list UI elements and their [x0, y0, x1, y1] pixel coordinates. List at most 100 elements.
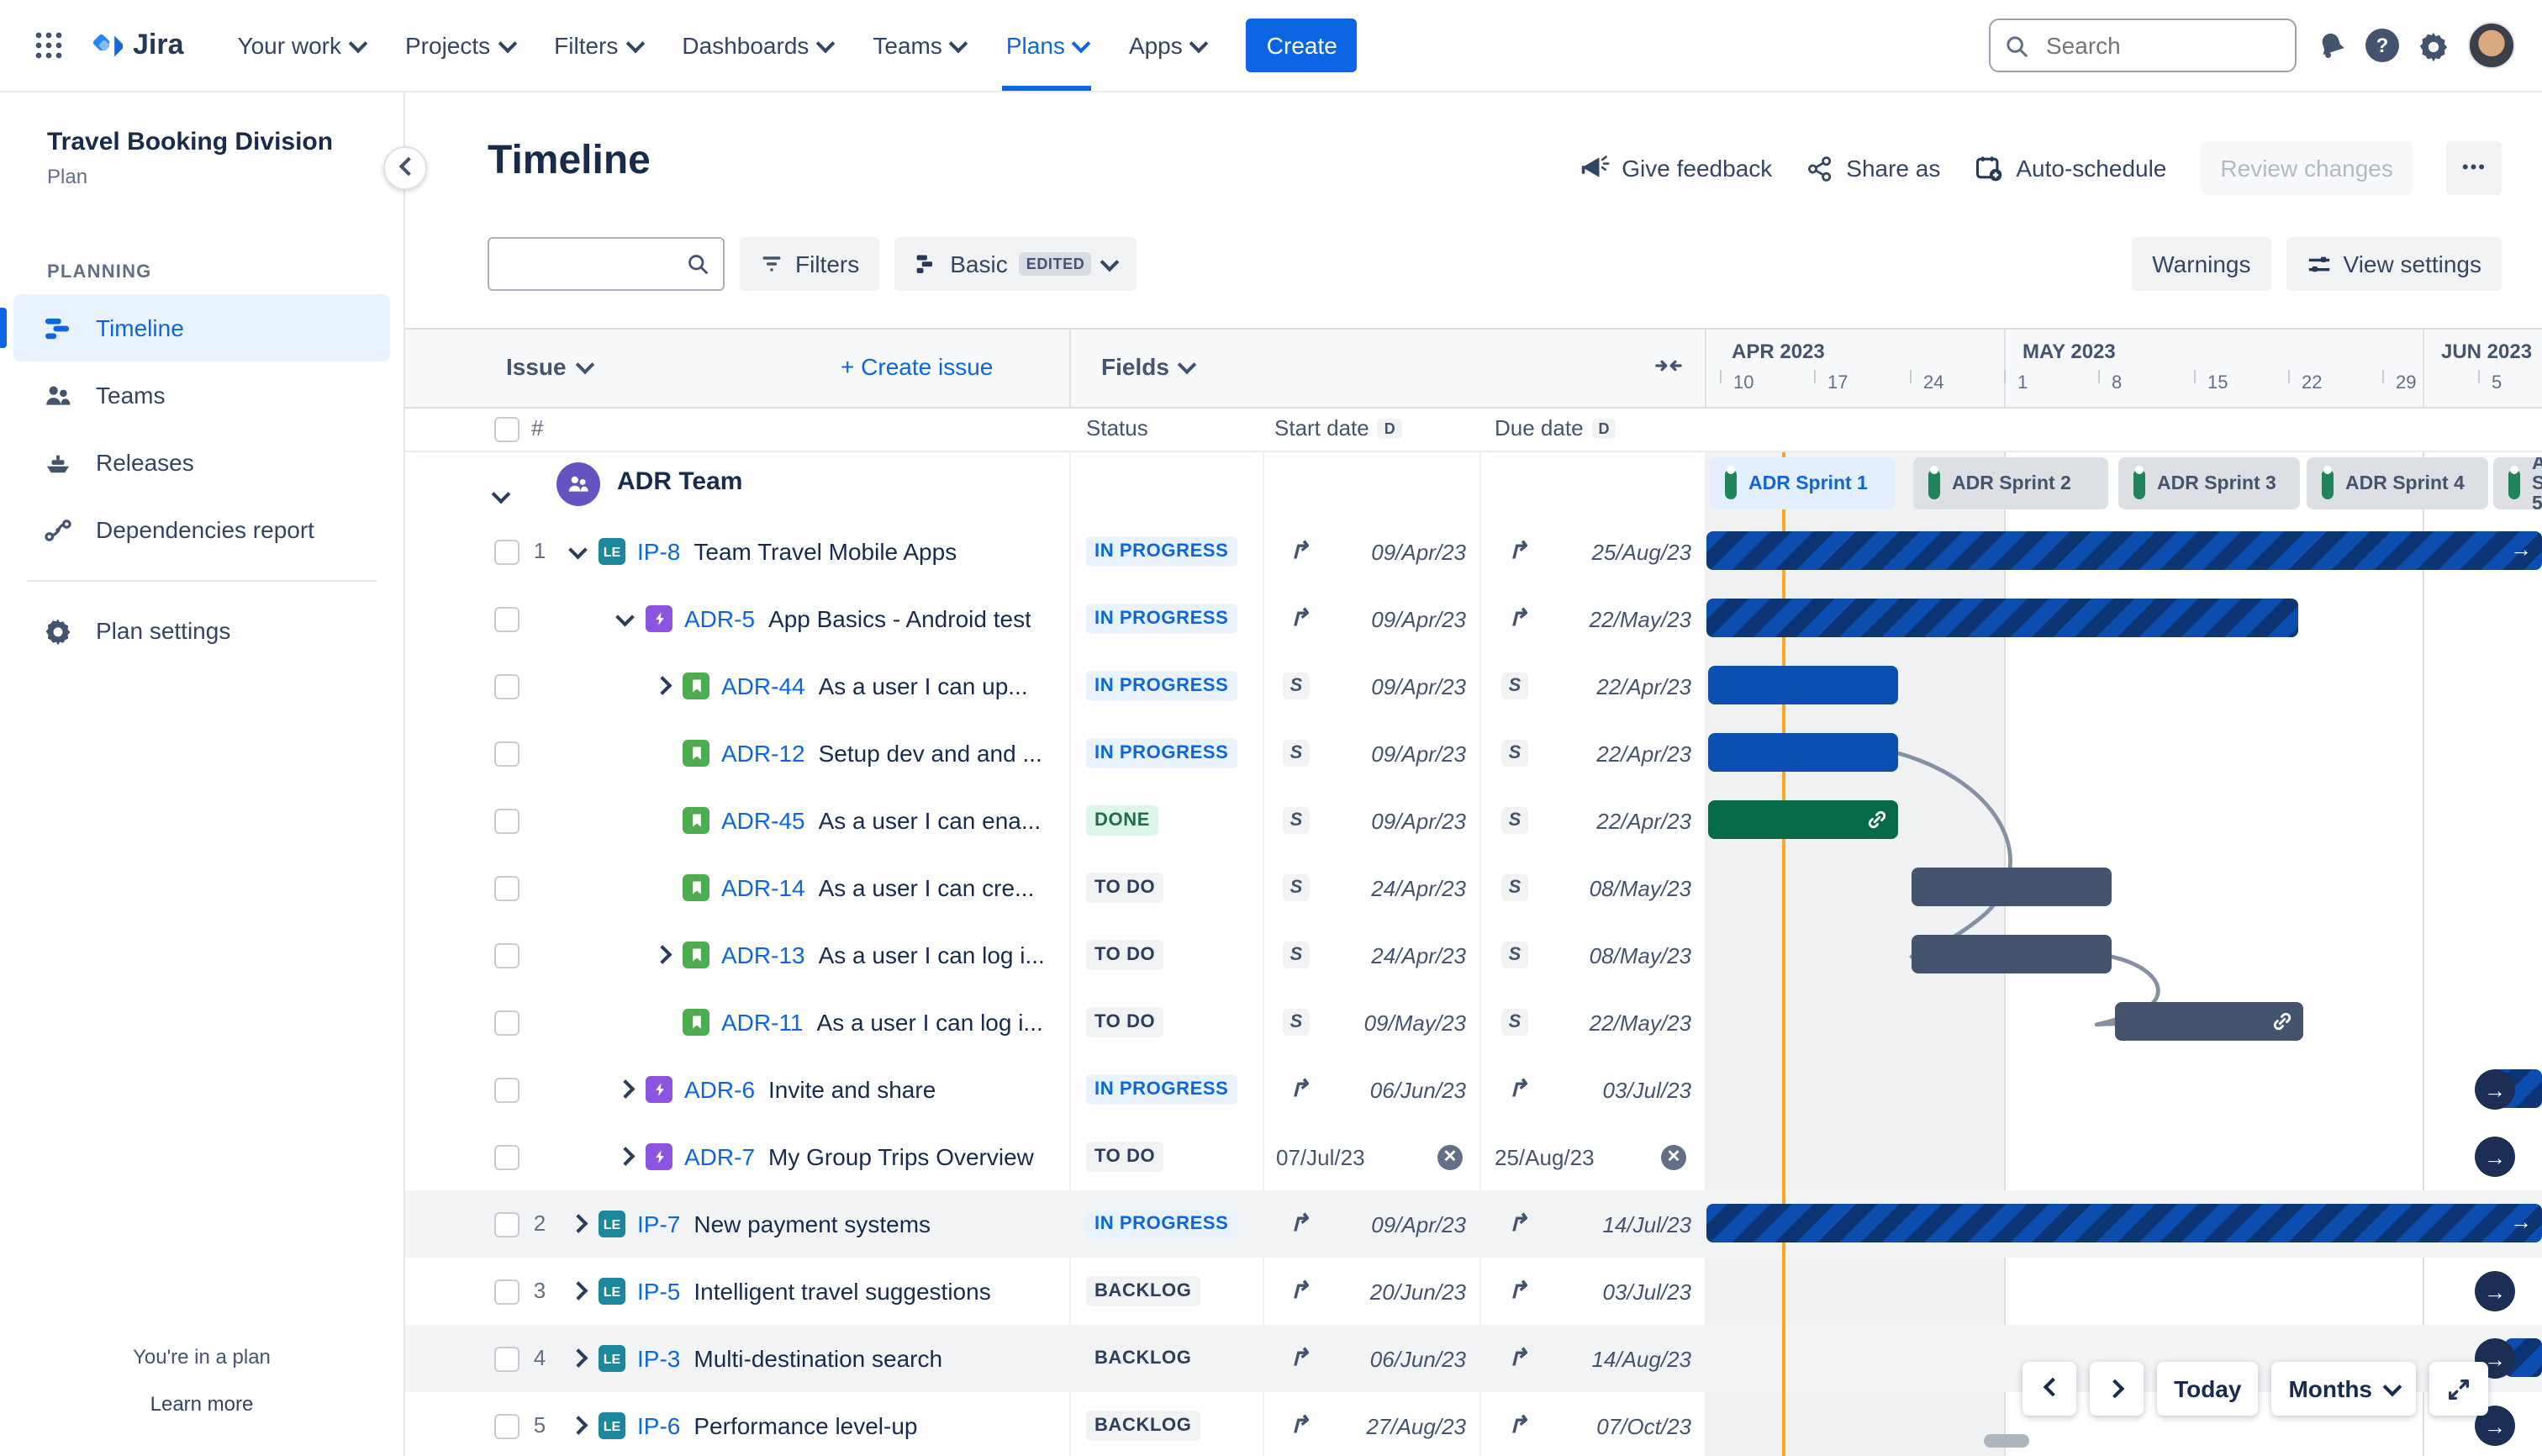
status-lozenge[interactable]: IN PROGRESS — [1086, 1209, 1237, 1239]
nav-item-projects[interactable]: Projects — [388, 0, 530, 91]
status-lozenge[interactable]: IN PROGRESS — [1086, 671, 1237, 701]
more-actions-button[interactable]: ••• — [2446, 141, 2502, 195]
start-date-value[interactable]: 09/Apr/23 — [1371, 540, 1466, 565]
due-date-value[interactable]: 22/Apr/23 — [1596, 741, 1691, 767]
clear-date-icon[interactable]: ✕ — [1437, 1145, 1463, 1170]
start-date-value[interactable]: 06/Jun/23 — [1369, 1078, 1466, 1103]
expand-chevron[interactable] — [565, 1282, 592, 1300]
due-date-value[interactable]: 14/Jul/23 — [1602, 1212, 1691, 1237]
due-date-value[interactable]: 25/Aug/23 — [1495, 1145, 1595, 1170]
due-date-value[interactable]: 07/Oct/23 — [1596, 1414, 1691, 1439]
global-search-input[interactable] — [2043, 30, 2234, 61]
start-date-value[interactable]: 09/Apr/23 — [1371, 607, 1466, 632]
notifications-icon[interactable] — [2315, 29, 2347, 61]
row-checkbox[interactable] — [494, 741, 519, 767]
nav-item-teams[interactable]: Teams — [856, 0, 982, 91]
expand-chevron[interactable] — [649, 677, 676, 695]
gantt-bar-ADR-5[interactable] — [1706, 599, 2298, 637]
nav-item-apps[interactable]: Apps — [1112, 0, 1223, 91]
row-checkbox[interactable] — [494, 1212, 519, 1237]
clear-date-icon[interactable]: ✕ — [1661, 1145, 1686, 1170]
start-date-value[interactable]: 09/Apr/23 — [1371, 809, 1466, 834]
give-feedback-button[interactable]: Give feedback — [1580, 153, 1772, 183]
status-lozenge[interactable]: BACKLOG — [1086, 1343, 1200, 1374]
issue-key[interactable]: ADR-13 — [721, 942, 805, 968]
status-lozenge[interactable]: TO DO — [1086, 1007, 1164, 1037]
expand-chevron[interactable] — [649, 946, 676, 964]
due-date-value[interactable]: 03/Jul/23 — [1602, 1078, 1691, 1103]
nav-item-your-work[interactable]: Your work — [221, 0, 382, 91]
collapse-columns-icon[interactable] — [1654, 351, 1683, 380]
sidebar-item-releases[interactable]: Releases — [13, 429, 390, 496]
row-checkbox[interactable] — [494, 943, 519, 968]
start-date-value[interactable]: 24/Apr/23 — [1371, 943, 1466, 968]
sprint-chip-2[interactable]: ADR Sprint 2 — [1913, 457, 2108, 509]
start-date-value[interactable]: 09/May/23 — [1363, 1010, 1466, 1036]
settings-gear-icon[interactable] — [2418, 29, 2450, 61]
row-checkbox[interactable] — [494, 1145, 519, 1170]
row-checkbox[interactable] — [494, 1010, 519, 1036]
horizontal-scrollbar-thumb[interactable] — [1984, 1434, 2029, 1448]
nav-item-dashboards[interactable]: Dashboards — [665, 0, 849, 91]
status-lozenge[interactable]: IN PROGRESS — [1086, 738, 1237, 768]
sidebar-item-dependencies-report[interactable]: Dependencies report — [13, 496, 390, 563]
expand-chevron[interactable] — [612, 1147, 639, 1166]
issue-key[interactable]: ADR-11 — [721, 1009, 804, 1036]
issue-key[interactable]: IP-6 — [637, 1412, 681, 1439]
fields-menu[interactable]: Fields — [1101, 353, 1198, 380]
offscreen-bar-indicator-ADR-6[interactable]: → — [2475, 1069, 2515, 1110]
gantt-bar-ADR-45[interactable] — [1708, 800, 1898, 839]
issue-key[interactable]: ADR-45 — [721, 807, 805, 834]
gantt-bar-IP-7[interactable]: → — [1706, 1204, 2542, 1242]
jira-logo[interactable]: Jira — [87, 28, 184, 63]
status-lozenge[interactable]: TO DO — [1086, 873, 1164, 903]
select-all-checkbox[interactable] — [494, 417, 519, 442]
start-date-value[interactable]: 06/Jun/23 — [1369, 1347, 1466, 1372]
create-button[interactable]: Create — [1246, 18, 1358, 72]
today-button[interactable]: Today — [2157, 1362, 2259, 1416]
expand-chevron[interactable] — [565, 1349, 592, 1368]
app-switcher-icon[interactable] — [34, 30, 64, 61]
offscreen-bar-indicator-IP-5[interactable]: → — [2475, 1271, 2515, 1311]
issue-column-menu[interactable]: Issue — [506, 353, 594, 380]
expand-chevron[interactable] — [565, 1215, 592, 1233]
sidebar-item-plan-settings[interactable]: Plan settings — [13, 597, 390, 664]
learn-more-link[interactable]: Learn more — [150, 1392, 254, 1416]
due-date-value[interactable]: 08/May/23 — [1589, 876, 1691, 901]
global-search[interactable] — [1989, 18, 2297, 72]
row-checkbox[interactable] — [494, 607, 519, 632]
start-date-value[interactable]: 09/Apr/23 — [1371, 674, 1466, 699]
due-date-value[interactable]: 22/Apr/23 — [1596, 809, 1691, 834]
view-settings-button[interactable]: View settings — [2286, 237, 2502, 291]
row-checkbox[interactable] — [494, 1347, 519, 1372]
range-selector[interactable]: Months — [2271, 1362, 2416, 1416]
due-date-value[interactable]: 14/Aug/23 — [1591, 1347, 1691, 1372]
sidebar-item-timeline[interactable]: Timeline — [0, 294, 390, 361]
row-checkbox[interactable] — [494, 1279, 519, 1305]
issue-key[interactable]: ADR-5 — [684, 605, 756, 632]
auto-schedule-button[interactable]: Auto-schedule — [1974, 153, 2166, 183]
issue-key[interactable]: IP-5 — [637, 1278, 681, 1305]
issue-key[interactable]: IP-7 — [637, 1211, 681, 1237]
row-checkbox[interactable] — [494, 1078, 519, 1103]
row-checkbox[interactable] — [494, 809, 519, 834]
issue-key[interactable]: ADR-44 — [721, 673, 805, 699]
gantt-bar-ADR-14[interactable] — [1912, 868, 2112, 906]
due-date-value[interactable]: 22/Apr/23 — [1596, 674, 1691, 699]
nav-item-plans[interactable]: Plans — [989, 0, 1105, 91]
status-lozenge[interactable]: IN PROGRESS — [1086, 536, 1237, 567]
review-changes-button[interactable]: Review changes — [2200, 141, 2413, 195]
start-date-value[interactable]: 09/Apr/23 — [1371, 1212, 1466, 1237]
gantt-bar-ADR-13[interactable] — [1912, 935, 2112, 973]
status-lozenge[interactable]: IN PROGRESS — [1086, 1074, 1237, 1105]
issue-key[interactable]: IP-3 — [637, 1345, 681, 1372]
gantt-bar-IP-8[interactable]: → — [1706, 531, 2542, 570]
start-date-value[interactable]: 27/Aug/23 — [1366, 1414, 1466, 1439]
share-as-button[interactable]: Share as — [1806, 154, 1940, 182]
expand-chevron[interactable] — [612, 607, 639, 625]
gantt-bar-ADR-11[interactable] — [2115, 1002, 2303, 1041]
issue-search-input[interactable] — [503, 250, 686, 278]
due-date-value[interactable]: 08/May/23 — [1589, 943, 1691, 968]
start-date-value[interactable]: 07/Jul/23 — [1276, 1145, 1365, 1170]
start-date-value[interactable]: 20/Jun/23 — [1369, 1279, 1466, 1305]
